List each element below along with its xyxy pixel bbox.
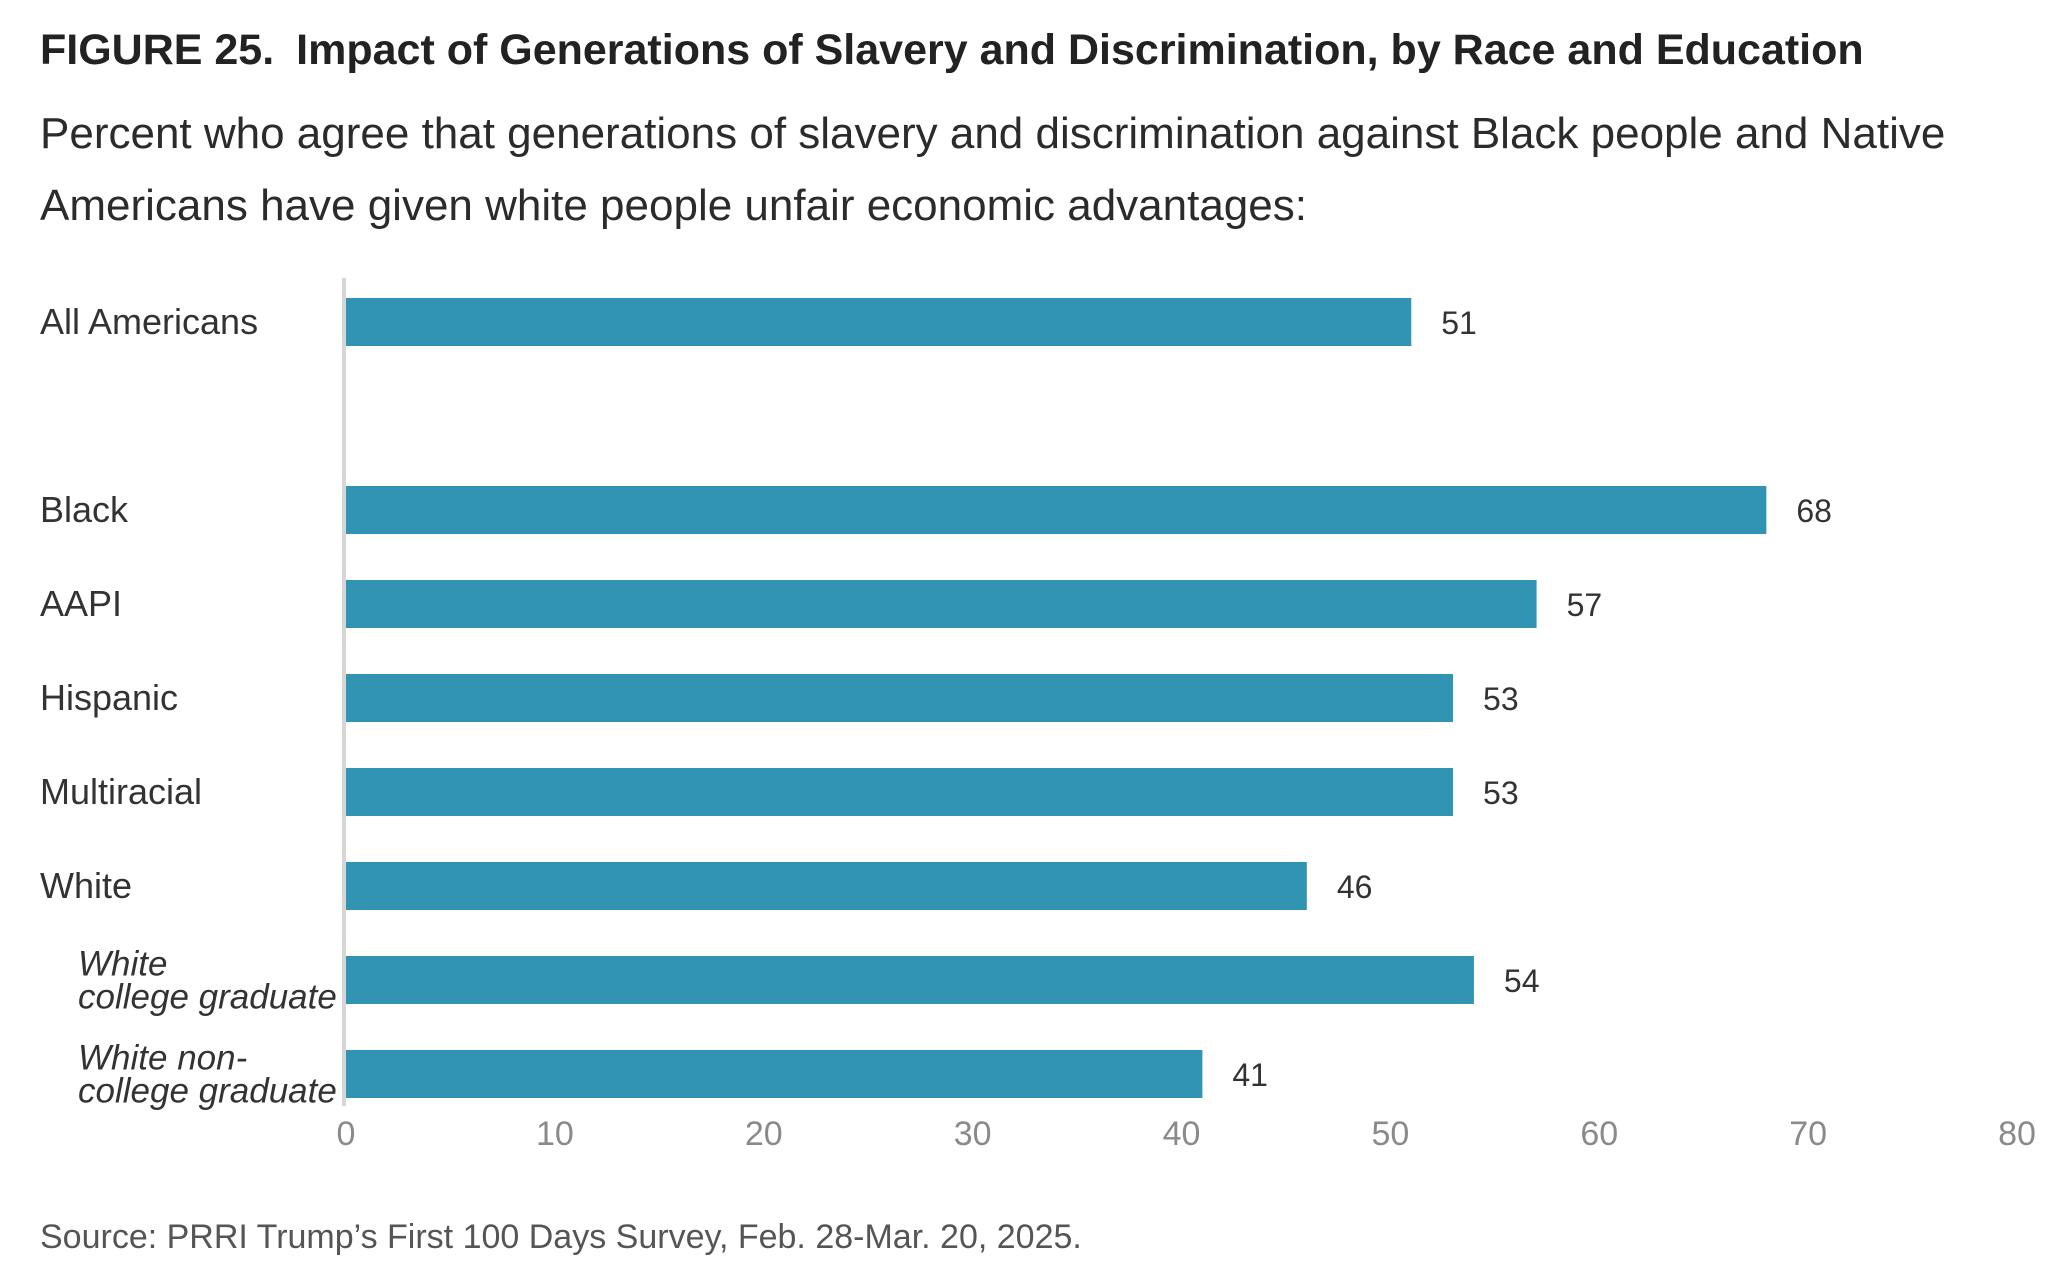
data-label: 57: [1567, 587, 1603, 623]
x-tick-label: 10: [536, 1115, 574, 1153]
category-label: Multiracial: [40, 771, 202, 812]
category-label: Hispanic: [40, 677, 178, 718]
source-note: Source: PRRI Trump’s First 100 Days Surv…: [40, 1218, 1082, 1256]
category-label: White non-: [78, 1039, 247, 1078]
category-label: White: [78, 945, 167, 984]
category-label: college graduate: [78, 978, 337, 1017]
category-label: Black: [40, 489, 129, 530]
figure-number: FIGURE 25.: [40, 26, 275, 74]
chart-subtitle: Percent who agree that generations of sl…: [40, 109, 1946, 230]
bar: [346, 298, 1412, 346]
x-tick-label: 40: [1163, 1115, 1201, 1153]
category-label: AAPI: [40, 583, 122, 624]
data-label: 51: [1441, 305, 1477, 341]
bar: [346, 1050, 1203, 1098]
x-tick-label: 0: [337, 1115, 356, 1153]
bar: [346, 862, 1307, 910]
bar: [346, 768, 1454, 816]
data-label: 68: [1796, 493, 1832, 529]
chart-title: Impact of Generations of Slavery and Dis…: [296, 26, 1864, 74]
category-label: White: [40, 865, 132, 906]
bar: [346, 674, 1454, 722]
bar: [346, 580, 1537, 628]
x-tick-label: 70: [1789, 1115, 1827, 1153]
category-label: college graduate: [78, 1072, 337, 1111]
x-tick-label: 80: [1998, 1115, 2036, 1153]
data-label: 46: [1337, 869, 1373, 905]
bar: [346, 956, 1474, 1004]
data-label: 54: [1504, 963, 1540, 999]
x-tick-label: 50: [1371, 1115, 1409, 1153]
x-tick-label: 20: [745, 1115, 783, 1153]
x-tick-label: 30: [954, 1115, 992, 1153]
data-label: 53: [1483, 775, 1519, 811]
x-tick-label: 60: [1580, 1115, 1618, 1153]
bar: [346, 486, 1767, 534]
data-label: 53: [1483, 681, 1519, 717]
category-label: All Americans: [40, 301, 258, 342]
data-label: 41: [1232, 1057, 1268, 1093]
figure-title: FIGURE 25. Impact of Generations of Slave…: [40, 26, 1864, 75]
